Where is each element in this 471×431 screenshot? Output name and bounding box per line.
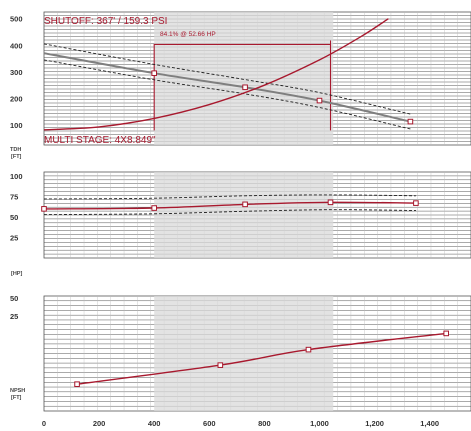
- npsh-operating-band: [154, 296, 334, 411]
- power-panel: 100 75 50 25 [HP]: [10, 171, 471, 277]
- x-tick-label: 1,000: [310, 419, 329, 428]
- tdh-head-marker: [242, 84, 248, 91]
- tdh-y-unit: [FT]: [11, 154, 22, 160]
- x-tick-label: 200: [93, 419, 106, 428]
- power-operating-band: [154, 172, 334, 258]
- tdh-y-ticks: 500 400 300 200 100: [10, 15, 23, 130]
- npsh-npsh-marker: [74, 381, 80, 387]
- tdh-y-label: TDH: [10, 147, 21, 153]
- shutoff-label: SHUTOFF: 367' / 159.3 PSI: [44, 16, 167, 27]
- power-y-unit: [HP]: [11, 271, 22, 277]
- npsh-series: [74, 330, 450, 387]
- power-best-efficiency-band: [154, 172, 334, 258]
- power-power-marker: [151, 205, 157, 211]
- tdh-head-marker: [407, 118, 414, 125]
- power-power-marker: [242, 201, 248, 208]
- power-power-marker: [413, 200, 419, 206]
- x-tick-label: 1,400: [420, 419, 439, 428]
- bep-marker-box: [153, 43, 332, 131]
- npsh-y-ticks: 50 25: [10, 294, 18, 321]
- npsh-y-tick-label: 25: [10, 312, 18, 321]
- x-tick-label: 400: [148, 419, 161, 428]
- power-power-upper-line: [43, 194, 416, 200]
- power-series: [41, 194, 419, 216]
- x-tick-label: 0: [42, 419, 46, 428]
- power-power-marker: [41, 206, 47, 212]
- bep-label: 84.1% @ 52.66 HP: [160, 31, 216, 38]
- npsh-npsh-line: [77, 332, 447, 385]
- x-axis-ticks: 0 200 400 600 800 1,000 1,200 1,400: [42, 419, 439, 428]
- tdh-system-curve-line: [44, 18, 389, 131]
- npsh-npsh-marker: [305, 346, 312, 353]
- power-y-tick-label: 50: [10, 213, 18, 222]
- npsh-panel: 50 25 NPSH [FT]: [10, 294, 471, 412]
- tdh-y-tick-label: 200: [10, 94, 23, 103]
- npsh-npsh-marker: [443, 330, 450, 337]
- power-power-marker: [327, 199, 334, 206]
- power-y-tick-label: 25: [10, 234, 18, 243]
- tdh-y-tick-label: 400: [10, 41, 23, 50]
- tdh-y-tick-label: 500: [10, 15, 23, 24]
- npsh-npsh-marker: [217, 362, 224, 368]
- npsh-best-efficiency-band: [154, 296, 334, 411]
- power-y-ticks: 100 75 50 25: [10, 172, 23, 242]
- tdh-series: [43, 18, 414, 131]
- npsh-y-label: NPSH: [10, 388, 25, 394]
- npsh-y-tick-label: 50: [10, 294, 18, 303]
- tdh-y-tick-label: 100: [10, 121, 23, 130]
- tdh-head-marker: [316, 97, 323, 104]
- x-tick-label: 800: [258, 419, 271, 428]
- power-power-lower-line: [43, 209, 416, 216]
- tdh-y-tick-label: 300: [10, 68, 23, 77]
- tdh-panel: 500 400 300 200 100 TDH [FT] SHUTOFF: 367' /…: [10, 11, 471, 160]
- power-y-tick-label: 75: [10, 193, 18, 202]
- tdh-head-marker: [151, 70, 157, 76]
- power-y-tick-label: 100: [10, 172, 23, 181]
- x-tick-label: 600: [203, 419, 216, 428]
- multistage-label: MULTI STAGE: 4X8.849": [44, 135, 156, 146]
- x-tick-label: 1,200: [365, 419, 384, 428]
- npsh-y-unit: [FT]: [11, 395, 22, 401]
